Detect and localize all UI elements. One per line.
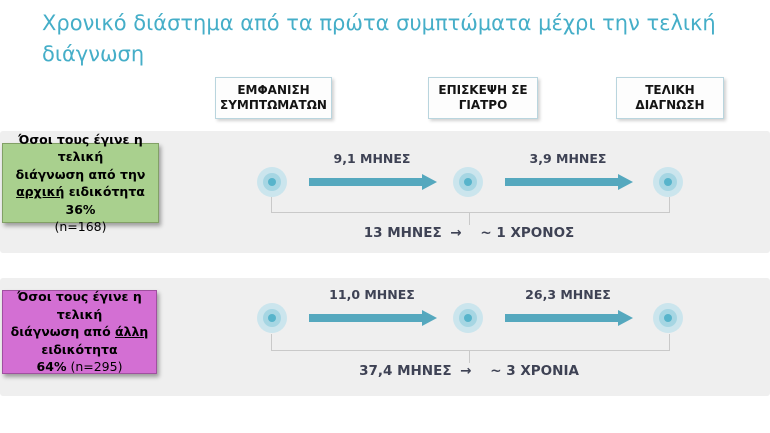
interval-label: 11,0 ΜΗΝΕΣ [329, 287, 415, 302]
interval-arrow [505, 310, 633, 326]
interval-label: 3,9 ΜΗΝΕΣ [529, 151, 607, 166]
right-arrow-icon: → [460, 363, 472, 379]
interval-arrow [505, 174, 633, 190]
timeline-dot [257, 167, 287, 197]
stage-label-line: ΣΥΜΠΤΩΜΑΤΩΝ [220, 98, 327, 112]
group-label-line: αρχική ειδικότητα 36% [16, 184, 145, 217]
total-label: 37,4 ΜΗΝΕΣ → ~ 3 ΧΡΟΝΙΑ [269, 363, 669, 379]
timeline-dot [257, 303, 287, 333]
total-label: 13 ΜΗΝΕΣ → ~ 1 ΧΡΟΝΟΣ [269, 225, 669, 241]
total-months: 13 ΜΗΝΕΣ [363, 225, 442, 241]
interval-arrow [309, 310, 437, 326]
group-label-line: Όσοι τους έγινε η τελική [18, 131, 143, 165]
group-sample-size: (n=168) [54, 219, 107, 234]
arrow-head-icon [618, 174, 633, 190]
arrow-shaft [309, 178, 422, 186]
stage-box-final-diagnosis: ΤΕΛΙΚΗ ΔΙΑΓΝΩΣΗ [616, 77, 724, 119]
timeline-dot [653, 303, 683, 333]
total-bracket-stem [469, 350, 470, 363]
group-label-line: διάγνωση από άλλη [10, 324, 149, 340]
interval-label: 26,3 ΜΗΝΕΣ [525, 287, 611, 302]
stage-box-symptoms-onset: ΕΜΦΑΝΙΣΗ ΣΥΜΠΤΩΜΑΤΩΝ [215, 77, 332, 119]
arrow-shaft [505, 178, 618, 186]
arrow-shaft [309, 314, 422, 322]
group-label-line: Όσοι τους έγινε η τελική [17, 289, 142, 322]
total-bracket [271, 197, 670, 213]
interval-label: 9,1 ΜΗΝΕΣ [333, 151, 411, 166]
total-bracket-stem [469, 212, 470, 225]
arrow-shaft [505, 314, 618, 322]
total-months: 37,4 ΜΗΝΕΣ [359, 363, 452, 379]
total-approx: ~ 1 ΧΡΟΝΟΣ [480, 225, 575, 241]
right-arrow-icon: → [450, 225, 462, 241]
arrow-head-icon [422, 174, 437, 190]
stage-box-doctor-visit: ΕΠΙΣΚΕΨΗ ΣΕ ΓΙΑΤΡΟ [428, 77, 538, 119]
group-box-initial-specialty: Όσοι τους έγινε η τελική διάγνωση από τη… [2, 132, 159, 234]
group-label-line: διάγνωση από την [15, 166, 146, 182]
arrow-head-icon [618, 310, 633, 326]
timeline-dot [453, 167, 483, 197]
slide-title: Χρονικό διάστημα από τα πρώτα συμπτώματα… [42, 11, 716, 66]
stage-label-line: ΕΠΙΣΚΕΨΗ ΣΕ [438, 83, 528, 97]
arrow-head-icon [422, 310, 437, 326]
group-sample-size: 64% (n=295) [36, 359, 123, 375]
total-bracket [271, 334, 670, 351]
group-label-line: ειδικότητα [41, 341, 118, 357]
stage-label-line: ΤΕΛΙΚΗ [645, 83, 695, 97]
timeline-dot [653, 167, 683, 197]
stage-label-line: ΕΜΦΑΝΙΣΗ [237, 83, 310, 97]
group-box-other-specialty: Όσοι τους έγινε η τελική διάγνωση από άλ… [2, 289, 157, 375]
timeline-dot [453, 303, 483, 333]
stage-label-line: ΔΙΑΓΝΩΣΗ [635, 98, 705, 112]
total-approx: ~ 3 ΧΡΟΝΙΑ [490, 363, 579, 379]
stage-label-line: ΓΙΑΤΡΟ [458, 98, 508, 112]
interval-arrow [309, 174, 437, 190]
